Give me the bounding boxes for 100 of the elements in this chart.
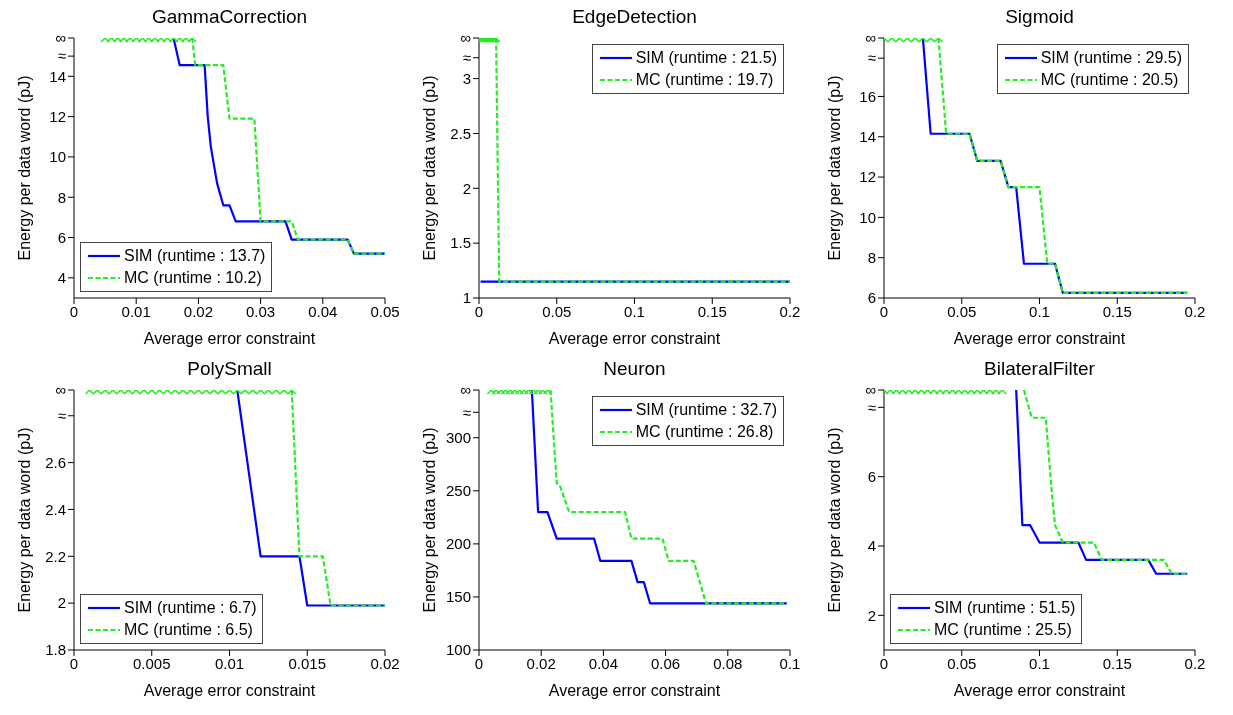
y-tick-label: ∞ (460, 29, 472, 47)
x-tick-label: 0.02 (526, 654, 556, 672)
x-tick-label: 0.06 (651, 654, 681, 672)
x-tick-label: 0 (474, 302, 484, 320)
y-axis-title: Energy per data word (pJ) (15, 75, 33, 261)
y-tick-label: 6 (867, 289, 876, 307)
x-tick-label: 0.15 (1102, 302, 1132, 320)
x-tick-label: 0.03 (246, 302, 276, 320)
legend-label: SIM (runtime : 32.7) (635, 400, 777, 420)
legend-label: SIM (runtime : 6.7) (124, 598, 257, 618)
y-axis-title: Energy per data word (pJ) (825, 75, 843, 261)
y-tick-label: 2.5 (450, 124, 471, 142)
x-tick-label: 0.02 (183, 302, 213, 320)
legend-label: MC (runtime : 20.5) (1040, 70, 1179, 90)
x-tick-label: 0.1 (1029, 654, 1050, 672)
y-tick-label: 1 (462, 289, 471, 307)
y-tick-label: ≈ (867, 398, 876, 416)
x-tick-label: 0.2 (779, 302, 801, 320)
x-tick-label: 0.1 (1029, 302, 1050, 320)
y-axis-title: Energy per data word (pJ) (15, 427, 33, 613)
x-axis-title: Average error constraint (953, 330, 1126, 347)
legend-label: MC (runtime : 10.2) (124, 268, 262, 288)
x-tick-label: 0.05 (947, 302, 977, 320)
chart-title: EdgeDetection (571, 6, 698, 28)
y-tick-label: 10 (859, 208, 876, 226)
y-tick-label: 12 (859, 168, 876, 186)
x-tick-label: 0.2 (1184, 302, 1206, 320)
x-tick-label: 0.1 (624, 302, 645, 320)
y-tick-label: 2.6 (45, 453, 66, 471)
legend-label: MC (runtime : 6.5) (124, 620, 253, 640)
y-tick-label: ≈ (462, 49, 471, 67)
chart-title: Sigmoid (1004, 6, 1075, 28)
y-axis-title: Energy per data word (pJ) (420, 75, 438, 261)
x-axis-title: Average error constraint (143, 682, 316, 699)
x-tick-label: 0.15 (1102, 654, 1132, 672)
y-tick-label: 2 (57, 594, 66, 612)
y-tick-label: 8 (867, 249, 876, 267)
y-tick-label: 4 (57, 269, 66, 287)
chart-title: Neuron (602, 358, 667, 380)
y-tick-label: 6 (57, 228, 66, 246)
x-axis-title: Average error constraint (548, 330, 721, 347)
x-tick-label: 0.01 (214, 654, 245, 672)
x-tick-label: 0.015 (288, 654, 327, 672)
x-tick-label: 0 (69, 302, 79, 320)
y-tick-label: 100 (445, 641, 471, 659)
x-tick-label: 0 (879, 302, 889, 320)
y-tick-label: 1.8 (45, 641, 66, 659)
y-tick-label: 10 (49, 148, 66, 166)
legend-label: MC (runtime : 25.5) (934, 620, 1072, 640)
y-tick-label: 8 (57, 188, 66, 206)
y-tick-label: 6 (867, 467, 876, 485)
y-tick-label: 4 (867, 537, 876, 555)
y-tick-label: 150 (445, 588, 471, 606)
legend-label: SIM (runtime : 51.5) (934, 598, 1076, 618)
x-tick-label: 0 (474, 654, 484, 672)
x-tick-label: 0.005 (132, 654, 171, 672)
x-tick-label: 0.15 (697, 302, 727, 320)
y-tick-label: 12 (49, 107, 66, 125)
y-tick-label: 2.4 (45, 500, 66, 518)
x-tick-label: 0 (879, 654, 889, 672)
y-tick-label: 3 (462, 69, 471, 87)
y-tick-label: 1.5 (450, 234, 471, 252)
x-tick-label: 0.05 (947, 654, 977, 672)
chart-title: PolySmall (186, 358, 273, 380)
y-axis-title: Energy per data word (pJ) (420, 427, 438, 613)
y-tick-label: ∞ (865, 29, 877, 47)
chart-title: BilateralFilter (983, 358, 1096, 380)
x-tick-label: 0.02 (370, 654, 400, 672)
y-tick-label: ≈ (57, 407, 66, 425)
legend-label: SIM (runtime : 29.5) (1040, 48, 1182, 68)
y-tick-label: 2 (867, 606, 876, 624)
legend-label: SIM (runtime : 13.7) (124, 246, 266, 266)
y-tick-label: 14 (859, 128, 876, 146)
y-axis-title: Energy per data word (pJ) (825, 427, 843, 613)
y-tick-label: 200 (445, 535, 471, 553)
x-tick-label: 0 (69, 654, 79, 672)
y-tick-label: 250 (445, 482, 471, 500)
x-tick-label: 0.04 (588, 654, 618, 672)
x-axis-title: Average error constraint (548, 682, 721, 699)
y-tick-label: 14 (49, 67, 66, 85)
x-tick-label: 0.1 (779, 654, 801, 672)
y-tick-label: ∞ (55, 29, 67, 47)
x-axis-title: Average error constraint (953, 682, 1126, 699)
y-tick-label: ≈ (462, 403, 471, 421)
y-tick-label: ≈ (867, 49, 876, 67)
y-tick-label: 2.2 (45, 547, 66, 565)
x-tick-label: 0.05 (542, 302, 572, 320)
legend-label: MC (runtime : 19.7) (635, 70, 774, 90)
x-axis-title: Average error constraint (143, 330, 316, 347)
x-tick-label: 0.08 (713, 654, 743, 672)
x-tick-label: 0.01 (121, 302, 151, 320)
x-tick-label: 0.04 (308, 302, 338, 320)
chart-title: GammaCorrection (150, 6, 309, 28)
y-tick-label: ≈ (57, 47, 66, 65)
x-tick-label: 0.05 (370, 302, 400, 320)
y-tick-label: 300 (445, 429, 471, 447)
x-tick-label: 0.2 (1184, 654, 1206, 672)
y-tick-label: ∞ (460, 381, 472, 399)
y-tick-label: 16 (859, 87, 876, 105)
legend-label: SIM (runtime : 21.5) (635, 48, 777, 68)
